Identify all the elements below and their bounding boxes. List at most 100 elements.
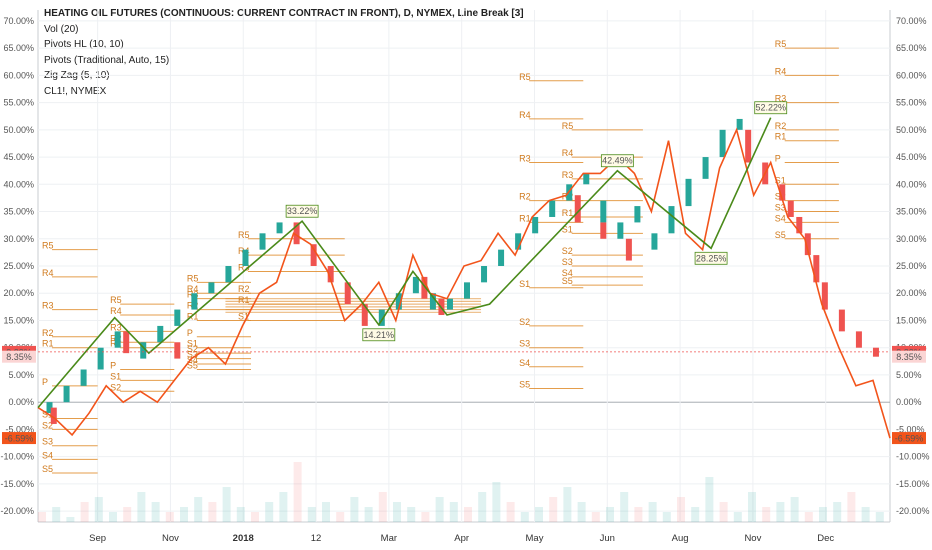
volume-bar (577, 502, 586, 522)
volume-bar (691, 507, 700, 522)
line-break-down-bar (796, 216, 803, 234)
line-break-up-bar (668, 206, 675, 234)
pivot-level-label: S4 (42, 450, 53, 460)
volume-bar (364, 507, 373, 522)
volume-bar (634, 507, 643, 522)
volume-bar (378, 492, 387, 522)
volume-bar (435, 497, 444, 522)
pivot-level-label: S1 (238, 311, 249, 321)
volume-bar (591, 512, 600, 522)
zigzag-line (37, 117, 772, 409)
pivot-level-label: R5 (519, 72, 531, 82)
line-break-up-bar (140, 342, 147, 359)
y-tick-label-left: 15.00% (3, 315, 34, 325)
right-price-badge (892, 350, 926, 363)
volume-bar (407, 507, 416, 522)
zigzag-label-box (285, 204, 319, 218)
volume-bar (535, 507, 543, 522)
pivot-level-label: P (110, 360, 116, 370)
pivot-level-label: R2 (238, 284, 250, 294)
volume-bar (506, 502, 515, 522)
pivot-level-label: R1 (519, 213, 531, 223)
pivot-level-label: S5 (42, 464, 53, 474)
volume-bar (208, 502, 217, 522)
pivot-level-label: S4 (562, 268, 573, 278)
line-break-up-bar (515, 233, 522, 250)
volume-bar (492, 482, 501, 522)
line-break-up-bar (719, 129, 726, 158)
pivot-level-label: S2 (42, 420, 53, 430)
left-price-badge-label: -6.59% (5, 434, 34, 444)
pivot-level-label: P (42, 377, 48, 387)
y-tick-label-left: 5.00% (8, 370, 34, 380)
volume-bar (606, 507, 614, 522)
pivot-level-label: S2 (110, 382, 121, 392)
line-break-down-bar (50, 407, 57, 424)
legend-line: Pivots (Traditional, Auto, 15) (44, 54, 170, 66)
pivot-level-label: R1 (42, 339, 54, 349)
volume-bar (165, 512, 174, 522)
volume-bar (350, 497, 359, 522)
pivot-level-label: R5 (775, 39, 787, 49)
line-break-up-bar (63, 385, 70, 403)
x-tick-label: Jun (600, 533, 615, 544)
pivot-level-label: R3 (42, 301, 54, 311)
volume-bar (421, 512, 430, 522)
volume-bar (236, 507, 245, 522)
pivot-level-label: R2 (42, 328, 54, 338)
line-break-up-bar (600, 200, 607, 223)
line-break-down-bar (421, 276, 428, 299)
volume-bar (180, 507, 188, 522)
y-tick-label-right: 55.00% (896, 98, 927, 108)
line-break-down-bar (310, 244, 317, 266)
volume-bar (137, 492, 146, 522)
pivot-level-label: R1 (238, 295, 250, 305)
line-break-up-bar (378, 309, 385, 326)
pivot-level-label: R5 (110, 295, 122, 305)
pivot-level-label: R3 (238, 262, 250, 272)
volume-bar (705, 477, 714, 522)
pivot-level-label: S4 (519, 358, 530, 368)
right-price-badge-label: -6.59% (895, 434, 924, 444)
y-tick-label-right: 60.00% (896, 70, 927, 80)
pivot-level-label: S4 (187, 355, 198, 365)
line-break-up-bar (157, 325, 164, 343)
x-tick-label: Nov (162, 533, 179, 544)
volume-bar (52, 507, 61, 522)
pivot-level-label: R5 (187, 273, 199, 283)
pivot-level-label: R4 (519, 110, 531, 120)
left-price-badge (2, 350, 36, 363)
line-break-up-bar (191, 293, 198, 310)
pivot-level-label: R5 (562, 121, 574, 131)
x-tick-label: 2018 (233, 533, 254, 544)
volume-bar (648, 502, 657, 522)
zigzag-label: 52.22% (755, 103, 786, 113)
pivot-level-label: R3 (110, 322, 122, 332)
line-break-up-bar (46, 402, 53, 414)
pivot-level-label: R1 (775, 132, 787, 142)
line-break-up-bar (464, 282, 470, 299)
pivot-level-label: R4 (110, 306, 122, 316)
volume-bar (265, 502, 274, 522)
y-tick-label-left: 55.00% (3, 98, 34, 108)
y-tick-label-right: 30.00% (896, 234, 927, 244)
y-tick-label-right: 35.00% (896, 207, 927, 217)
x-tick-label: May (526, 533, 544, 544)
line-break-down-bar (813, 255, 820, 283)
pivot-level-label: S3 (562, 257, 573, 267)
zigzag-label-box (600, 154, 634, 168)
volume-bar (819, 507, 827, 522)
y-tick-label-right: -5.00% (896, 424, 925, 434)
legend-title: HEATING OIL FUTURES (CONTINUOUS: CURRENT… (44, 8, 524, 19)
line-break-up-bar (481, 266, 488, 283)
pivot-level-label: S1 (187, 339, 198, 349)
y-tick-label-left: 50.00% (3, 125, 34, 135)
line-break-down-bar (855, 331, 862, 348)
line-break-up-bar (242, 249, 249, 266)
volume-bar (464, 507, 472, 522)
pivot-level-label: S2 (187, 344, 198, 354)
pivot-level-label: S1 (562, 224, 573, 234)
line-break-up-bar (498, 249, 505, 266)
volume-bar (279, 492, 288, 522)
